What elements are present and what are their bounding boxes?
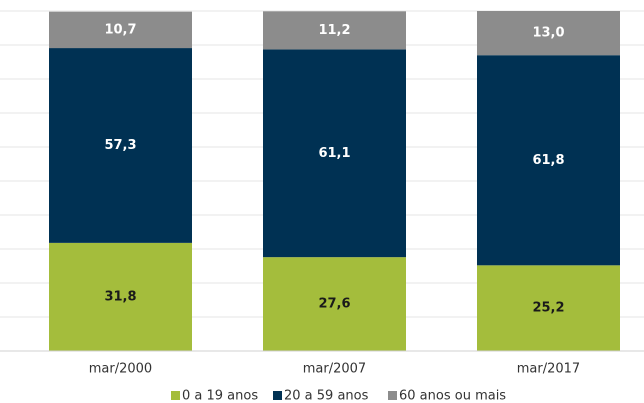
- bar-segment: [49, 242, 192, 351]
- bar-segment: [263, 11, 406, 50]
- bar-segment: [477, 11, 620, 56]
- data-label: 31,8: [104, 289, 136, 304]
- bar-segment: [477, 55, 620, 266]
- legend-swatch: [171, 391, 180, 400]
- bar-segment: [49, 48, 192, 243]
- legend-label: 60 anos ou mais: [399, 389, 506, 403]
- data-label: 61,1: [318, 146, 350, 161]
- bar-segment: [477, 265, 620, 351]
- data-label: 10,7: [104, 22, 136, 37]
- data-label: 11,2: [318, 23, 350, 38]
- legend-label: 0 a 19 anos: [182, 389, 258, 403]
- data-label: 27,6: [318, 297, 350, 312]
- bar-segment: [263, 49, 406, 258]
- data-label: 57,3: [104, 138, 136, 153]
- x-tick-label: mar/2007: [303, 362, 366, 377]
- x-tick-label: mar/2017: [517, 362, 580, 377]
- legend-label: 20 a 59 anos: [284, 389, 369, 403]
- x-tick-label: mar/2000: [89, 362, 152, 377]
- data-label: 61,8: [532, 153, 564, 168]
- legend-swatch: [273, 391, 282, 400]
- data-label: 13,0: [532, 26, 564, 41]
- bar-segment: [263, 257, 406, 351]
- bar-segment: [49, 11, 192, 49]
- data-label: 25,2: [532, 301, 564, 316]
- legend-swatch: [388, 391, 397, 400]
